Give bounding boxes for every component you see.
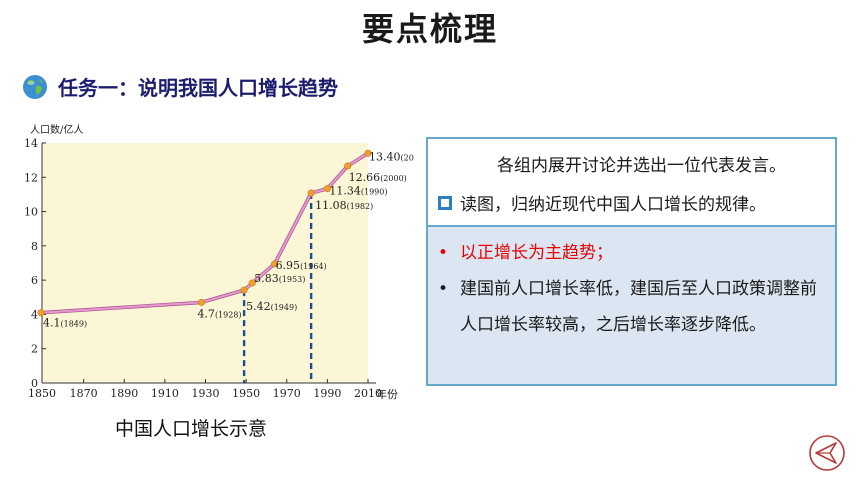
x-tick-label: 1970 (273, 387, 301, 400)
data-label-year: (1949) (271, 303, 298, 312)
data-label-value: 13.40 (369, 150, 401, 163)
data-point (37, 309, 45, 317)
data-point (344, 162, 352, 170)
data-label: 13.40(2010) (369, 150, 415, 163)
data-label-value: 6.95 (276, 259, 301, 272)
data-label-value: 4.7 (197, 307, 215, 320)
data-point (240, 286, 248, 294)
y-tick-label: 4 (31, 308, 38, 321)
y-axis-label: 人口数/亿人 (30, 123, 83, 136)
page-title: 要点梳理 (361, 10, 498, 48)
x-axis-label: 年份 (376, 387, 398, 401)
population-chart: 人口数/亿人 0 2 4 6 8 10 12 14 1850 1870 1890 1910 1930 19… (24, 123, 415, 401)
task-heading: 任务一：说明我国人口增长趋势 (22, 72, 338, 101)
data-label: 5.83(1953) (254, 272, 305, 285)
intro-text: 各组内展开讨论并选出一位代表发言。 (497, 156, 786, 176)
x-tick-label: 1930 (192, 387, 220, 400)
prompt-row: 读图，归纳近现代中国人口增长的规律。 (428, 190, 835, 215)
y-tick-label: 12 (24, 171, 38, 184)
discussion-box: 各组内展开讨论并选出一位代表发言。 读图，归纳近现代中国人口增长的规律。 (426, 137, 837, 227)
logo-icon (809, 435, 845, 471)
x-tick-label: 1870 (70, 387, 98, 400)
answer-point: • 以正增长为主趋势； (436, 235, 823, 271)
data-label-year: (1849) (60, 320, 87, 329)
data-label-year: (1990) (361, 188, 388, 197)
data-point (248, 279, 256, 287)
chart-caption: 中国人口增长示意 (115, 418, 268, 440)
x-tick-label: 1890 (110, 387, 138, 400)
data-label-value: 11.34 (329, 185, 361, 198)
data-point (307, 189, 315, 197)
task-label: 任务一：说明我国人口增长趋势 (58, 76, 338, 100)
data-label-value: 5.42 (246, 300, 270, 313)
x-tick-label: 2010 (354, 387, 382, 400)
data-label: 6.95(1964) (276, 259, 327, 272)
data-label: 5.42(1949) (246, 300, 297, 313)
data-label-year: (1953) (279, 275, 306, 284)
x-tick-label: 1910 (151, 387, 179, 400)
data-label-year: (1928) (215, 310, 242, 319)
globe-icon (23, 74, 47, 99)
data-point (364, 149, 372, 157)
y-tick-label: 14 (24, 137, 38, 150)
data-label: 11.08(1982) (315, 199, 373, 212)
data-label: 12.66(2000) (349, 171, 407, 184)
y-tick-label: 10 (24, 206, 38, 219)
bullet: • (438, 243, 449, 263)
answer-point-text: 以正增长为主趋势； (460, 243, 613, 263)
prompt-text: 读图，归纳近现代中国人口增长的规律。 (460, 195, 766, 215)
data-label-year: (2000) (380, 174, 407, 183)
answer-point-text: 建国前人口增长率低，建国后至人口政策调整前人口增长率较高，之后增长率逐步降低。 (460, 279, 817, 335)
y-tick-label: 8 (31, 240, 38, 253)
data-label-value: 5.83 (254, 272, 279, 285)
y-tick-label: 0 (31, 377, 38, 390)
answer-point: • 建国前人口增长率低，建国后至人口政策调整前人口增长率较高，之后增长率逐步降低… (436, 271, 823, 343)
data-label-value: 12.66 (349, 171, 381, 184)
data-point (323, 185, 331, 193)
data-point (271, 260, 279, 268)
data-label: 4.7(1928) (197, 307, 241, 320)
plot-area (42, 143, 368, 383)
y-tick-label: 6 (31, 274, 38, 287)
x-tick-label: 1850 (28, 387, 56, 400)
data-label: 4.1(1849) (43, 317, 87, 330)
bullet: • (438, 279, 449, 299)
data-label: 11.34(1990) (329, 185, 387, 198)
data-label-year: (2010) (401, 153, 416, 162)
x-tick-label: 1990 (313, 387, 341, 400)
y-tick-label: 2 (31, 343, 38, 356)
answer-box: • 以正增长为主趋势； • 建国前人口增长率低，建国后至人口政策调整前人口增长率… (426, 227, 837, 386)
data-point (197, 298, 205, 306)
data-label-value: 4.1 (43, 317, 61, 330)
data-label-value: 11.08 (315, 199, 347, 212)
data-label-year: (1982) (347, 202, 374, 211)
data-label-year: (1964) (300, 262, 327, 271)
checkbox-square-icon (438, 195, 452, 210)
x-tick-label: 1950 (232, 387, 260, 400)
